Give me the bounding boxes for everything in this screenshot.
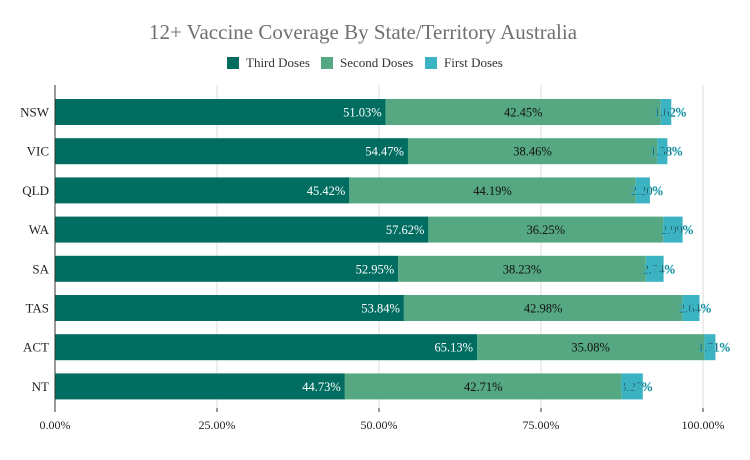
x-tick-label-25: 25.00% xyxy=(199,418,236,432)
legend-swatch-second-doses[interactable] xyxy=(321,57,333,69)
data-label-nt-first-doses: 3.27% xyxy=(620,380,652,394)
data-label-tas-second-doses: 42.98% xyxy=(524,302,563,316)
bar-wa-second-doses[interactable] xyxy=(428,216,664,243)
chart-title: 12+ Vaccine Coverage By State/Territory … xyxy=(149,20,578,44)
legend-label-third-doses[interactable]: Third Doses xyxy=(246,55,310,70)
data-label-qld-second-doses: 44.19% xyxy=(473,184,512,198)
bar-act-second-doses[interactable] xyxy=(477,334,705,361)
data-label-wa-first-doses: 2.99% xyxy=(661,223,693,237)
data-labels: 51.03% 42.45% 1.62% 54.47% 38.46% 1.58% 45.42%… xyxy=(302,105,730,394)
data-label-qld-first-doses: 2.20% xyxy=(631,184,663,198)
x-axis: 0.00% 25.00% 50.00% 75.00% 100.00% xyxy=(40,408,725,432)
bar-nt-third-doses[interactable] xyxy=(55,373,345,400)
category-label-act: ACT xyxy=(23,340,49,355)
bars xyxy=(55,99,716,400)
data-label-sa-third-doses: 52.95% xyxy=(356,262,395,276)
data-label-wa-second-doses: 36.25% xyxy=(527,223,566,237)
bar-qld-first-doses[interactable] xyxy=(635,177,650,204)
x-tick-label-75: 75.00% xyxy=(523,418,560,432)
bar-nt-second-doses[interactable] xyxy=(344,373,622,400)
category-label-vic: VIC xyxy=(27,144,49,159)
bar-vic-second-doses[interactable] xyxy=(407,138,658,165)
data-label-nsw-first-doses: 1.62% xyxy=(654,106,686,120)
legend-swatch-third-doses[interactable] xyxy=(227,57,239,69)
bar-tas-third-doses[interactable] xyxy=(55,295,404,321)
data-label-act-second-doses: 35.08% xyxy=(571,341,610,355)
data-label-vic-third-doses: 54.47% xyxy=(365,145,404,159)
data-label-act-first-doses: 1.71% xyxy=(698,341,730,355)
data-label-nt-second-doses: 42.71% xyxy=(464,380,503,394)
bar-sa-first-doses[interactable] xyxy=(645,255,664,282)
data-label-nt-third-doses: 44.73% xyxy=(302,380,341,394)
bar-nsw-second-doses[interactable] xyxy=(385,99,661,125)
data-label-wa-third-doses: 57.62% xyxy=(386,223,425,237)
bar-sa-third-doses[interactable] xyxy=(55,255,399,282)
bar-nt-first-doses[interactable] xyxy=(621,373,643,400)
bar-sa-second-doses[interactable] xyxy=(398,255,646,282)
legend-swatch-first-doses[interactable] xyxy=(425,57,437,69)
data-label-tas-third-doses: 53.84% xyxy=(361,302,400,316)
data-label-qld-third-doses: 45.42% xyxy=(307,184,346,198)
bar-vic-first-doses[interactable] xyxy=(657,138,668,165)
data-label-sa-first-doses: 2.74% xyxy=(643,262,675,276)
legend-label-first-doses[interactable]: First Doses xyxy=(444,55,503,70)
data-label-vic-second-doses: 38.46% xyxy=(513,145,552,159)
bar-act-first-doses[interactable] xyxy=(704,334,716,361)
bar-vic-third-doses[interactable] xyxy=(55,138,408,165)
bar-wa-third-doses[interactable] xyxy=(55,216,429,243)
bar-qld-second-doses[interactable] xyxy=(349,177,636,204)
category-label-qld: QLD xyxy=(22,183,49,198)
bar-tas-second-doses[interactable] xyxy=(403,295,683,321)
bar-qld-third-doses[interactable] xyxy=(55,177,350,204)
x-tick-label-100: 100.00% xyxy=(682,418,725,432)
bar-nsw-third-doses[interactable] xyxy=(55,99,386,125)
category-label-sa: SA xyxy=(32,261,49,276)
data-label-nsw-third-doses: 51.03% xyxy=(343,106,382,120)
y-axis: NSW VIC QLD WA SA TAS ACT NT xyxy=(20,85,56,408)
legend: Third Doses Second Doses First Doses xyxy=(227,55,503,70)
category-label-nt: NT xyxy=(32,379,49,394)
category-label-wa: WA xyxy=(29,222,50,237)
data-label-act-third-doses: 65.13% xyxy=(434,341,473,355)
bar-tas-first-doses[interactable] xyxy=(682,295,700,321)
bar-nsw-first-doses[interactable] xyxy=(660,99,672,125)
legend-label-second-doses[interactable]: Second Doses xyxy=(340,55,413,70)
data-label-vic-first-doses: 1.58% xyxy=(650,145,682,159)
bar-wa-first-doses[interactable] xyxy=(663,216,683,243)
category-label-tas: TAS xyxy=(25,301,49,316)
data-label-sa-second-doses: 38.23% xyxy=(503,262,542,276)
x-tick-label-0: 0.00% xyxy=(40,418,71,432)
category-label-nsw: NSW xyxy=(20,105,50,120)
bar-act-third-doses[interactable] xyxy=(55,334,478,361)
x-tick-label-50: 50.00% xyxy=(361,418,398,432)
data-label-tas-first-doses: 2.64% xyxy=(679,302,711,316)
data-label-nsw-second-doses: 42.45% xyxy=(504,106,543,120)
